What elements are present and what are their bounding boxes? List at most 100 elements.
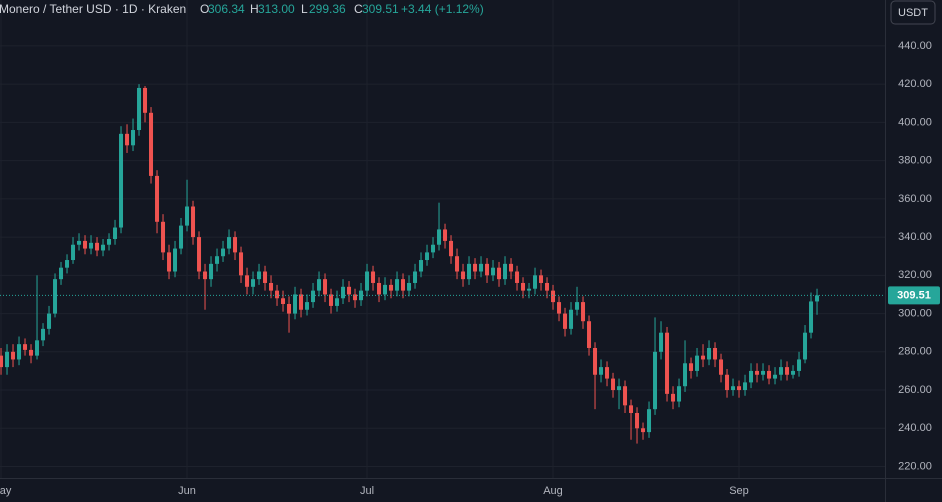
candle-body [425,252,430,261]
candle-body [677,386,682,402]
candle-body [365,271,370,291]
candle-body [617,386,622,391]
candle-body [671,393,676,402]
candle-body [557,302,562,314]
candle-body [815,295,820,302]
candle-body [449,240,454,257]
ohlc-value: 309.51 [362,2,399,16]
candle-body [725,374,730,391]
candle-body [527,288,532,291]
ohlc-key: C [354,2,363,16]
candle-body [389,284,394,291]
x-tick-label: Jun [178,485,196,497]
candle-body [71,244,76,261]
candle-body [773,374,778,379]
ohlc-key: L [301,2,308,16]
candle-body [383,284,388,295]
candle-body [503,263,508,280]
candle-body [119,133,124,228]
candle-body [341,286,346,299]
candle-body [521,282,526,291]
candle-body [419,260,424,272]
candle-body [749,370,754,383]
candle-body [797,359,802,371]
candle-body [41,328,46,341]
candle-body [731,386,736,391]
candle-body [563,313,568,329]
candle-body [227,237,232,249]
candle-body [629,405,634,413]
candle-body [23,344,28,350]
currency-button[interactable] [890,0,936,25]
overlay: 220.00 240.00 260.00 280.00 300.00 320.00 340.… [0,40,940,497]
candle-body [257,271,262,280]
candle-body [533,275,538,289]
candle-body [455,256,460,272]
y-tick-label: 440.00 [898,40,932,52]
candle-body [101,244,106,251]
y-tick-label: 320.00 [898,269,932,281]
candle-body [647,409,652,433]
y-tick-label: 300.00 [898,307,932,319]
candle-body [695,355,700,371]
candle-body [287,304,292,314]
candle-body [209,263,214,280]
candle-body [185,206,190,226]
y-tick-label: 280.00 [898,346,932,358]
candle-body [623,386,628,406]
candle-body [329,294,334,306]
candle-body [437,229,442,245]
candle-body [611,378,616,391]
candle-body [545,282,550,291]
symbol-title: Monero / Tether USD · 1D · Kraken [0,2,186,16]
candle-body [269,282,274,291]
candle-body [239,252,244,276]
candle-body [377,282,382,295]
candle-body [401,279,406,291]
candle-body [551,290,556,303]
candle-body [701,355,706,360]
candle-body [635,412,640,429]
candle-body [275,290,280,299]
candle-body [347,286,352,295]
candle-body [137,87,142,131]
candles [0,84,820,444]
candle-body [359,290,364,301]
y-tick-label: 400.00 [898,116,932,128]
candle-body [689,363,694,371]
y-tick-label: 380.00 [898,155,932,167]
candle-body [113,227,118,239]
currency-button-label[interactable]: USDT [898,7,928,19]
ohlc-value: 299.36 [309,2,346,16]
candle-body [317,279,322,291]
candle-body [305,302,310,310]
candle-body [707,347,712,360]
candle-body [179,225,184,249]
candle-body [737,386,742,391]
candle-body [65,260,70,268]
candle-body [233,237,238,253]
y-tick-label: 240.00 [898,422,932,434]
candle-body [323,279,328,295]
candle-body [809,301,814,333]
candle-body [479,263,484,272]
ohlc-key: O [200,2,209,16]
candle-body [245,275,250,287]
candle-body [413,271,418,283]
candle-body [281,298,286,305]
candle-body [653,351,658,410]
y-tick-label: 340.00 [898,231,932,243]
candle-body [293,294,298,314]
candle-body [131,130,136,146]
candle-body [191,206,196,238]
candle-body [221,248,226,257]
ohlc-value: 306.34 [208,2,245,16]
candle-body [107,239,112,245]
candle-body [143,87,148,113]
candle-body [761,370,766,375]
candle-body [263,271,268,283]
candle-body [335,298,340,306]
candle-body [161,221,166,253]
